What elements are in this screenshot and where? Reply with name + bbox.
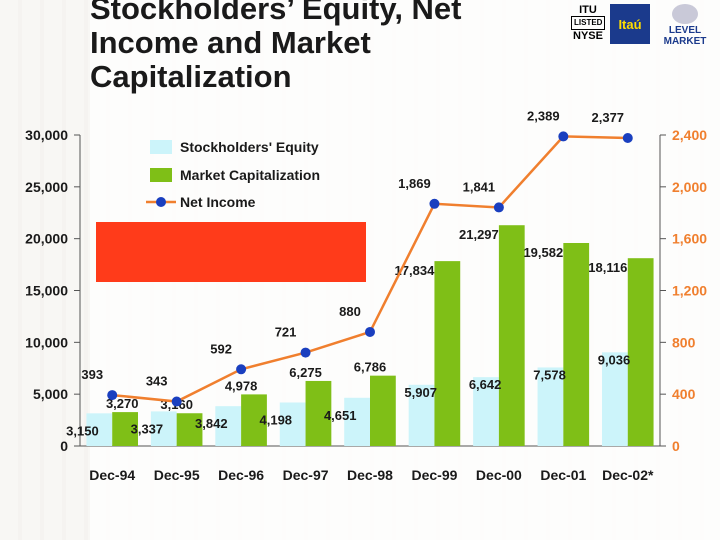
equity-data-label: 3,150: [66, 423, 99, 438]
net-income-marker: [365, 326, 375, 337]
x-axis-tick-label: Dec-94: [89, 467, 135, 483]
equity-data-label: 3,337: [131, 421, 164, 436]
x-axis-tick-label: Dec-98: [347, 467, 393, 483]
itu-nyse-logo: ITU LISTED NYSE: [571, 4, 606, 44]
left-axis-tick-label: 15,000: [25, 283, 68, 299]
net-income-data-label: 1,841: [463, 179, 496, 194]
right-axis-tick-label: 1,200: [672, 283, 707, 299]
net-income-data-label: 393: [81, 367, 103, 382]
equity-bar: [537, 367, 564, 446]
x-axis-tick-label: Dec-95: [154, 467, 200, 483]
logo-level-text: LEVEL: [668, 25, 702, 36]
net-income-marker: [429, 198, 440, 209]
net-income-marker: [622, 132, 633, 143]
x-axis-tick-label: Dec-02*: [602, 467, 654, 483]
left-axis-tick-label: 5,000: [33, 386, 68, 402]
net-income-marker: [300, 347, 311, 358]
page-title: Stockholders’ Equity, Net Income and Mar…: [90, 0, 462, 94]
equity-data-label: 4,651: [324, 408, 357, 423]
equity-bar: [602, 352, 628, 446]
equity-bar: [408, 384, 435, 446]
market-cap-bar: [241, 394, 267, 446]
net-income-data-label: 721: [275, 325, 297, 340]
right-axis-tick-label: 400: [672, 386, 696, 402]
logo-nyse-text: NYSE: [573, 30, 603, 42]
itau-logo: Itaú: [610, 4, 650, 44]
net-income-marker: [171, 396, 182, 407]
net-income-marker: [236, 364, 247, 375]
market-cap-data-label: 6,786: [354, 360, 387, 375]
market-cap-bar: [176, 413, 203, 446]
right-axis-tick-label: 800: [672, 334, 696, 350]
market-cap-bar: [498, 225, 525, 446]
left-axis-tick-label: 10,000: [25, 334, 68, 350]
left-axis-tick-label: 25,000: [25, 179, 68, 195]
logo-listed-text: LISTED: [571, 16, 606, 30]
net-income-marker: [558, 131, 569, 142]
equity-bar: [279, 402, 306, 446]
right-axis-tick-label: 0: [672, 438, 680, 454]
equity-data-label: 7,578: [533, 367, 566, 382]
market-cap-bar: [563, 242, 590, 446]
legend-equity-label: Stockholders' Equity: [180, 139, 319, 155]
net-income-data-label: 880: [339, 304, 361, 319]
left-axis-tick-label: 30,000: [25, 127, 68, 143]
equity-bar: [473, 377, 499, 446]
equity-data-label: 9,036: [598, 352, 631, 367]
equity-data-label: 4,198: [260, 412, 293, 427]
x-axis-tick-label: Dec-96: [218, 467, 264, 483]
market-cap-bar: [627, 258, 654, 446]
level-logo-circle: [672, 4, 698, 24]
market-cap-data-label: 19,582: [523, 245, 563, 260]
legend-net-income-marker: [156, 197, 166, 207]
equity-bar: [215, 406, 242, 446]
logo-itu-text: ITU: [579, 4, 597, 16]
net-income-data-label: 2,389: [527, 108, 560, 123]
market-cap-data-label: 21,297: [459, 227, 499, 242]
x-axis-tick-label: Dec-97: [283, 467, 329, 483]
market-cap-data-label: 4,978: [225, 378, 258, 393]
market-cap-bar: [112, 412, 138, 446]
market-cap-data-label: 3,270: [106, 396, 139, 411]
right-axis-tick-label: 2,000: [672, 179, 707, 195]
level-market-logo: LEVEL MARKET: [655, 4, 715, 47]
market-cap-data-label: 17,834: [395, 263, 436, 278]
left-axis-tick-label: 0: [60, 438, 68, 454]
equity-data-label: 6,642: [469, 377, 502, 392]
net-income-data-label: 592: [210, 341, 232, 356]
equity-data-label: 3,842: [195, 416, 228, 431]
equity-data-label: 5,907: [404, 385, 437, 400]
equity-bar: [150, 411, 177, 446]
legend-market-cap-swatch: [150, 168, 172, 182]
x-axis-tick-label: Dec-99: [411, 467, 457, 483]
market-cap-bar: [305, 380, 332, 446]
market-cap-data-label: 18,116: [588, 260, 627, 275]
logo-itau-text: Itaú: [618, 16, 642, 32]
market-cap-bar: [370, 375, 396, 446]
legend-net-income-label: Net Income: [180, 194, 256, 210]
equity-bar: [86, 413, 113, 446]
market-cap-bar: [434, 261, 461, 446]
legend-market-cap-label: Market Capitalization: [180, 167, 320, 183]
legend-equity-swatch: [150, 140, 172, 154]
left-axis-tick-label: 20,000: [25, 231, 68, 247]
net-income-marker: [493, 202, 504, 213]
market-cap-data-label: 6,275: [289, 365, 322, 380]
net-income-data-label: 1,869: [398, 176, 431, 191]
x-axis-tick-label: Dec-00: [476, 467, 522, 483]
equity-bar: [344, 397, 370, 446]
net-income-data-label: 2,377: [592, 110, 625, 125]
red-highlight-box: [96, 222, 366, 282]
net-income-marker: [107, 390, 118, 401]
net-income-data-label: 343: [146, 374, 168, 389]
right-axis-tick-label: 2,400: [672, 127, 707, 143]
x-axis-tick-label: Dec-01: [540, 467, 586, 483]
logo-market-text: MARKET: [663, 36, 707, 47]
right-axis-tick-label: 1,600: [672, 231, 707, 247]
